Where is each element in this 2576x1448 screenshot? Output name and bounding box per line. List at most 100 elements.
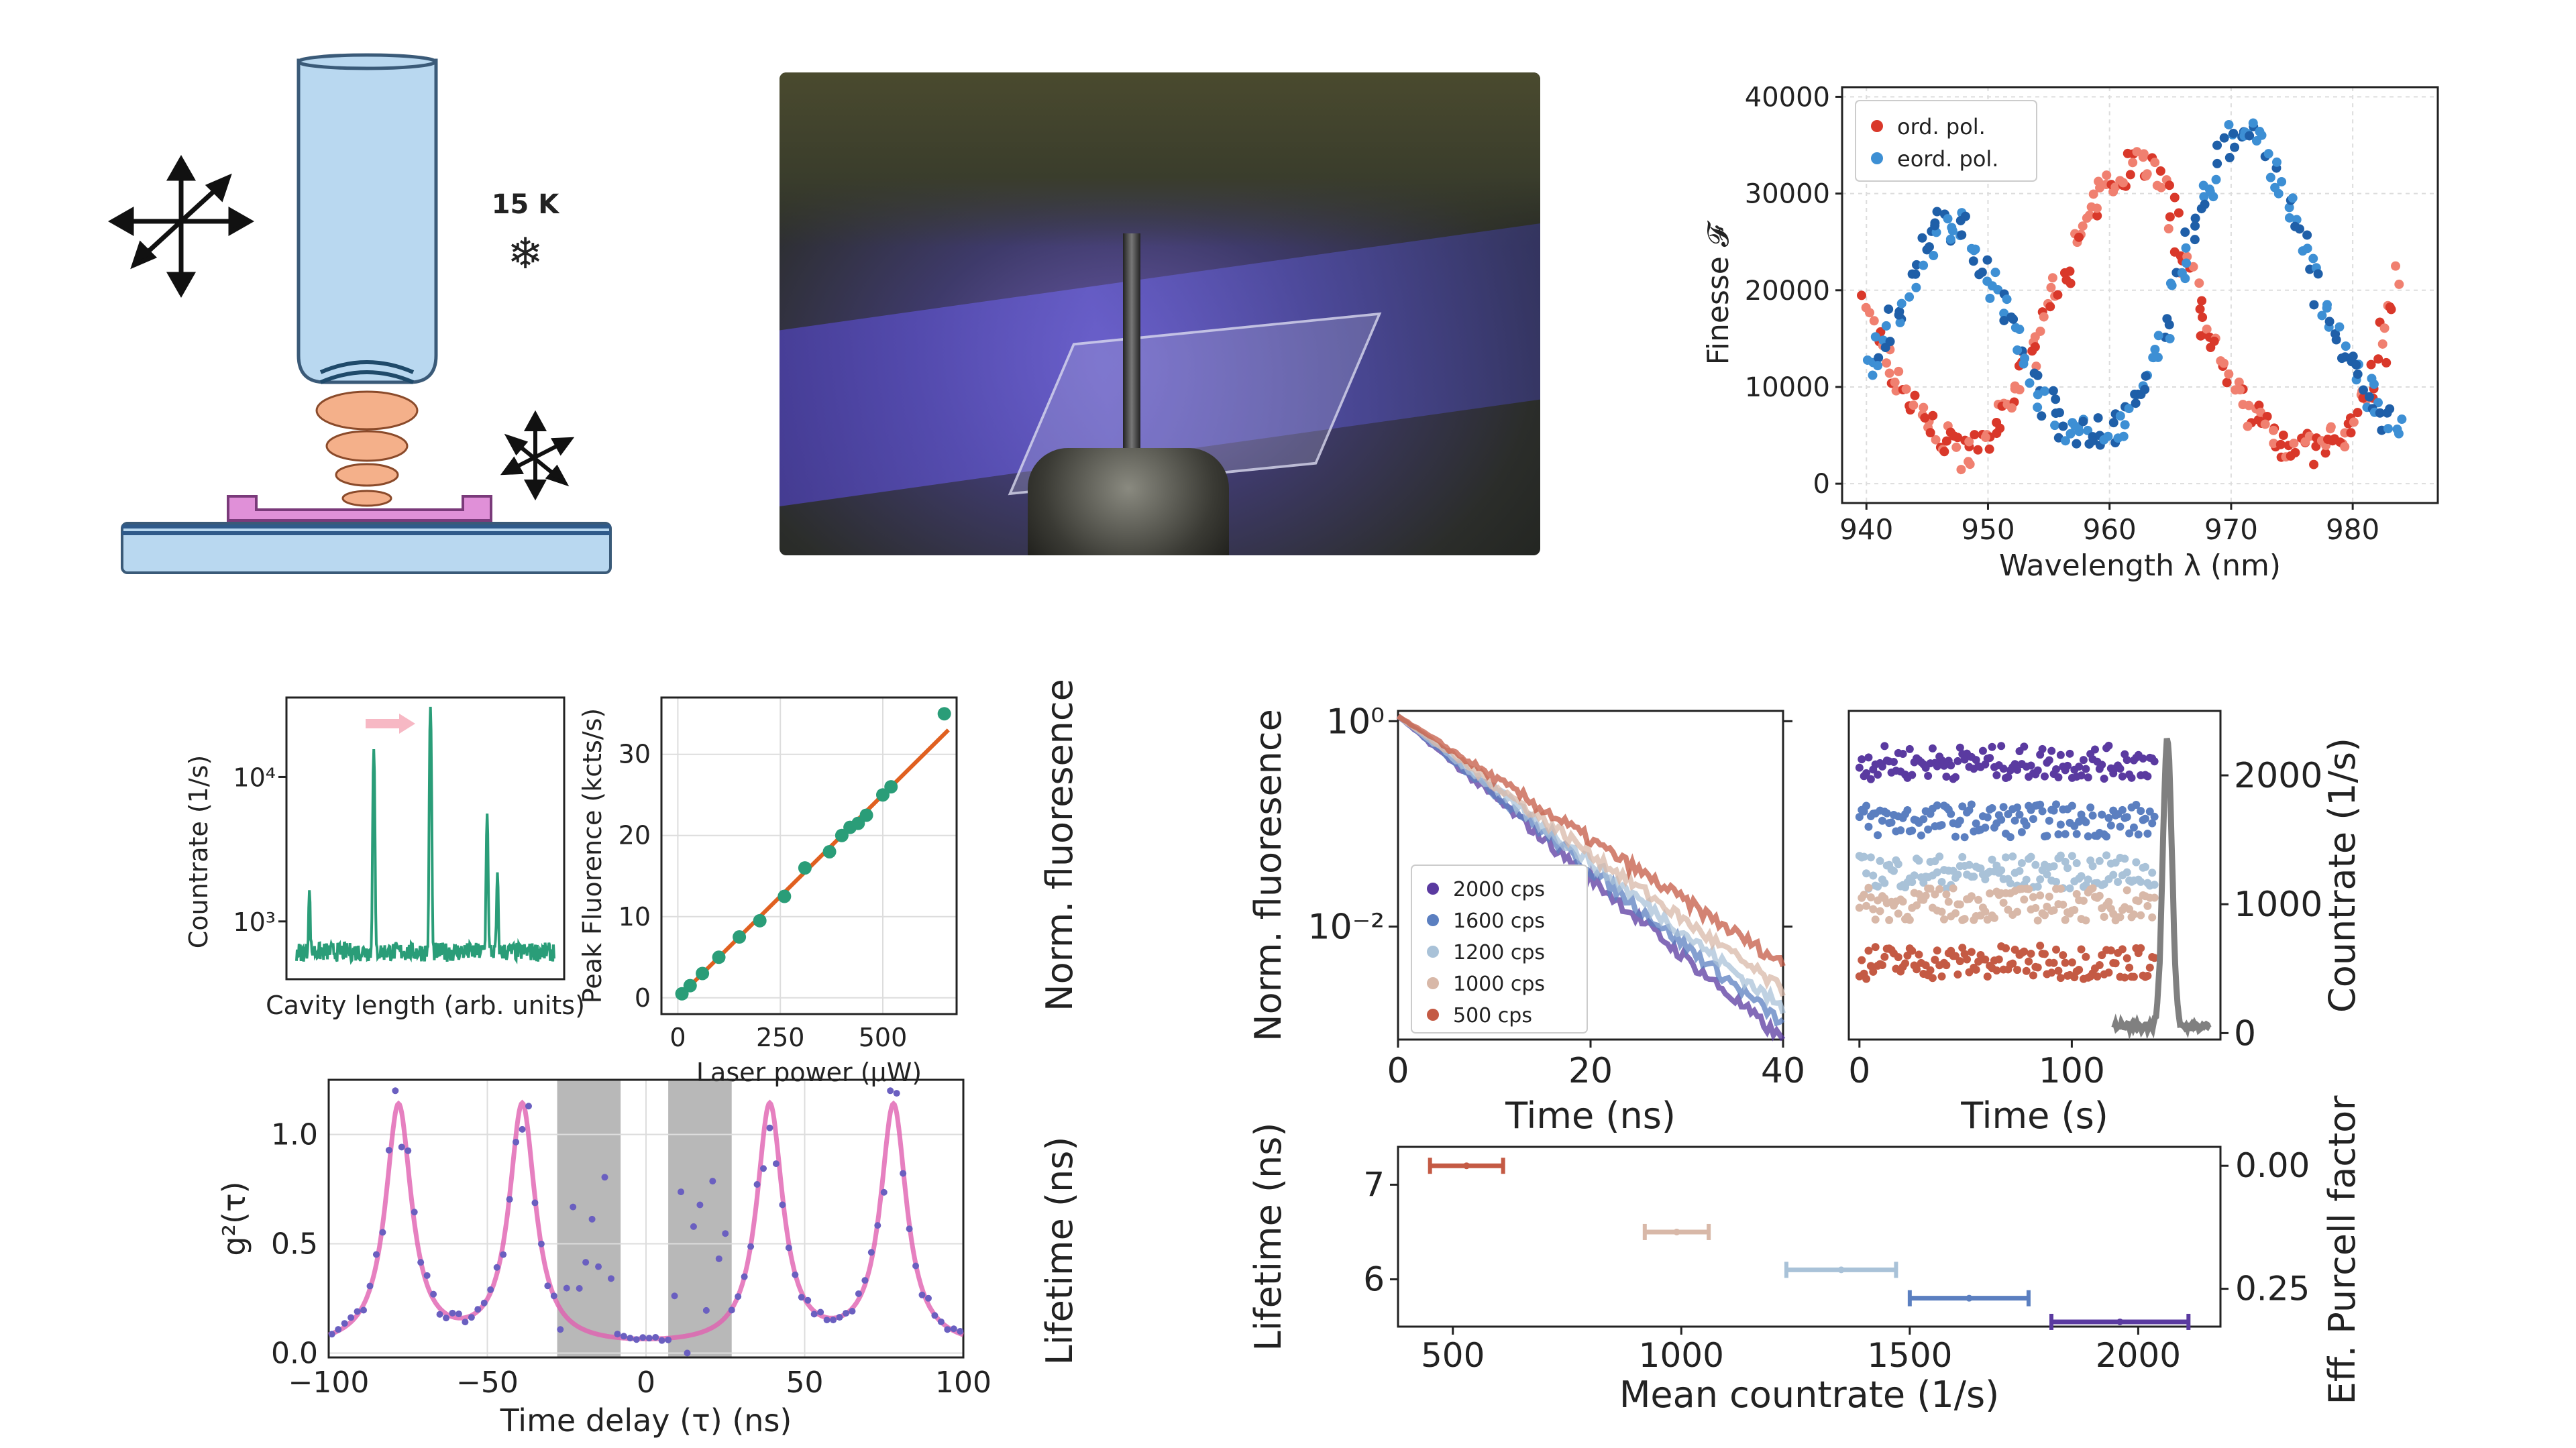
data-point: [924, 1294, 932, 1302]
data-point: [777, 889, 792, 903]
data-point: [2082, 952, 2090, 961]
data-point: [1931, 435, 1941, 445]
data-point: [2385, 302, 2395, 312]
data-point: [2063, 864, 2072, 873]
legend: ord. pol. eord. pol.: [1855, 100, 2037, 182]
data-point: [2377, 339, 2387, 349]
data-point: [2008, 852, 2017, 861]
data-point: [1876, 907, 1884, 915]
data-point: [2047, 273, 2057, 283]
data-point: [2051, 394, 2061, 404]
data-point: [588, 1215, 596, 1223]
data-point: [2381, 357, 2392, 368]
x-axis-label: Time delay (τ) (ns): [500, 1402, 792, 1439]
data-point: [893, 1090, 900, 1097]
data-point: [2049, 958, 2058, 967]
saturation-chart: 0 250 500 0 10 20 30 Laser power (µW) Peak Fluor…: [578, 696, 958, 1087]
data-point: [2084, 210, 2094, 220]
data-point: [1986, 754, 1994, 763]
data-point: [2006, 833, 2015, 842]
data-point: [2141, 371, 2151, 381]
data-point: [874, 1222, 881, 1229]
data-point: [2061, 857, 2070, 866]
data-point: [1924, 771, 1933, 780]
data-point: [1919, 879, 1928, 887]
data-point: [2194, 278, 2204, 288]
data-point: [2124, 404, 2134, 414]
y-tick-label: 20: [619, 821, 651, 850]
y-tick-label: 0: [2234, 1013, 2256, 1054]
y-tick-label: 30: [619, 740, 651, 769]
data-point: [2054, 408, 2064, 418]
data-point: [2180, 227, 2190, 237]
data-point: [2337, 353, 2347, 364]
data-point: [1960, 833, 1969, 842]
data-point: [2369, 379, 2379, 389]
data-point: [1997, 816, 2006, 824]
data-point: [2075, 763, 2084, 771]
data-point: [2006, 403, 2017, 413]
data-point: [1890, 378, 1900, 388]
data-point: [2012, 345, 2023, 355]
data-point: [633, 1336, 640, 1343]
cavity-setup-photo: [780, 72, 1540, 555]
data-point: [2150, 757, 2159, 766]
data-point: [1928, 974, 1937, 983]
data-point: [2022, 966, 2031, 975]
x-tick-label: 0: [1848, 1051, 1870, 1091]
legend-label: 500 cps: [1453, 1004, 1532, 1027]
data-point: [835, 828, 849, 842]
data-point: [2049, 862, 2058, 871]
data-point: [2068, 852, 2076, 860]
data-point: [2118, 772, 2127, 781]
data-point: [1913, 965, 1921, 974]
data-point: [1873, 361, 1883, 371]
data-point: [1985, 293, 1995, 303]
data-point: [2013, 765, 2022, 774]
data-point: [957, 1327, 964, 1335]
data-point: [1898, 897, 1907, 906]
data-point: [2022, 821, 2031, 830]
data-point: [1937, 821, 1946, 830]
data-point: [2284, 203, 2294, 213]
data-point: [2195, 304, 2205, 314]
data-point: [671, 1292, 678, 1300]
data-point: [2349, 417, 2359, 427]
data-point: [1874, 882, 1882, 891]
data-point: [2017, 858, 2026, 867]
y-axis-label: g²(τ): [216, 1181, 252, 1256]
data-point: [1868, 370, 1878, 380]
y-tick-label: 10000: [1745, 372, 1830, 403]
finesse-chart: 940 950 960 970 980 0 10000 20000 30000 40000 Wave…: [1701, 82, 2439, 583]
data-point: [1965, 860, 1974, 869]
decay-chart: 0 20 40 10⁰ 10⁻² Time (ns) Norm. fluoresence 20…: [1247, 702, 1805, 1137]
data-point: [804, 1296, 812, 1304]
data-point: [753, 1180, 761, 1188]
x-tick-label: 2000: [2096, 1336, 2181, 1375]
legend-label: 2000 cps: [1453, 878, 1545, 901]
legend-marker: [1871, 152, 1883, 164]
data-point: [2118, 431, 2129, 441]
x-tick-label: 100: [935, 1366, 991, 1400]
data-point: [2123, 756, 2131, 765]
data-point: [2139, 755, 2147, 763]
data-point: [1942, 772, 1951, 781]
data-point: [2056, 820, 2065, 829]
data-point: [2075, 966, 2084, 974]
data-point: [823, 1317, 830, 1324]
data-point: [715, 1255, 722, 1262]
x-tick-label: −100: [288, 1366, 370, 1400]
data-point: [468, 1314, 475, 1321]
data-point: [2088, 189, 2098, 199]
x-tick-label: 950: [1961, 513, 2015, 546]
data-point: [2212, 140, 2222, 150]
data-point: [709, 1178, 716, 1185]
data-point: [2224, 369, 2234, 379]
data-point: [2010, 946, 2019, 954]
data-point: [2141, 171, 2151, 181]
photo-background: [780, 72, 1540, 247]
data-point: [1966, 1294, 1973, 1302]
data-point: [2053, 290, 2063, 300]
